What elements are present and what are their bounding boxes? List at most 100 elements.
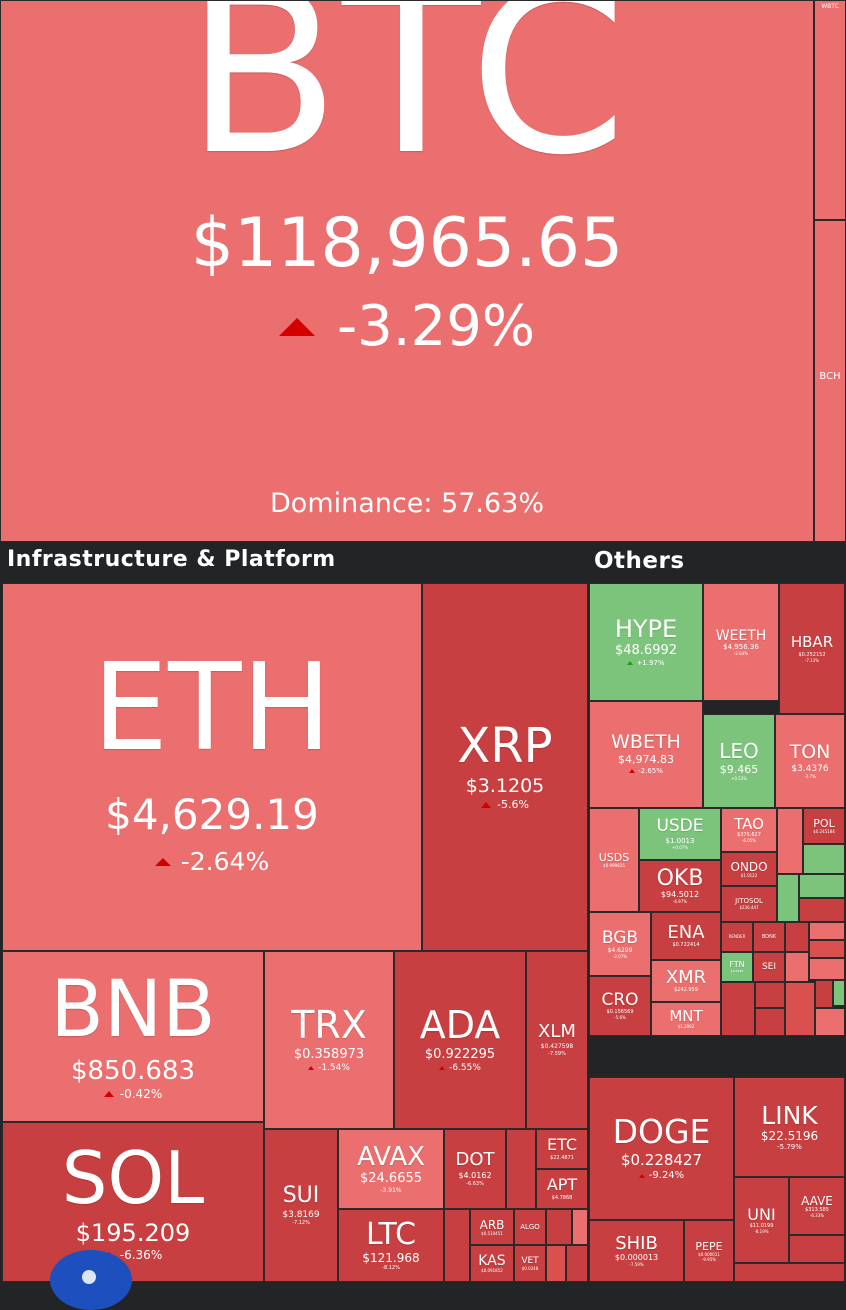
ena-tile[interactable]: ENA $0.722414 (651, 912, 721, 960)
usde-tile[interactable]: USDE $1.0013 +0.07% (639, 808, 721, 860)
doge-tile[interactable]: DOGE $0.228427 -9.24% (589, 1077, 734, 1220)
coin-symbol: PEPE (695, 1239, 723, 1253)
coin-symbol: WBETH (611, 731, 681, 754)
coin-price: $24.6655 (359, 1171, 423, 1187)
coin-change: -1.54% (308, 1063, 350, 1074)
coin-price: $242.959 (674, 987, 698, 993)
bgb-tile[interactable]: BGB $4.6299 -2.07% (589, 912, 651, 976)
hbar-tile[interactable]: HBAR $0.252152 -7.13% (779, 583, 845, 714)
ftn-tile[interactable]: FTN $4.0135 (721, 952, 753, 982)
hype-tile[interactable]: HYPE $48.6992 +1.97% (589, 583, 703, 701)
wbtc-tile[interactable]: WBTC (814, 0, 846, 220)
coin-price: $4,956.36 (723, 642, 759, 651)
small-tile-12[interactable] (809, 940, 845, 958)
coin-symbol: XLM (538, 1021, 576, 1043)
weeth-tile[interactable]: WEETH $4,956.36 -2.64% (703, 583, 779, 701)
coin-price: $0.358973 (293, 1047, 365, 1063)
small-tile-4[interactable] (566, 1245, 588, 1282)
small-tile-1[interactable] (546, 1209, 572, 1245)
coin-change: -9.95% (701, 1256, 717, 1262)
coin-price: $236.447 (739, 905, 759, 910)
eth-tile[interactable]: ETH $4,629.19 -2.64% (2, 583, 422, 951)
coin-symbol: TON (789, 741, 831, 763)
dot-tile[interactable]: DOT $4.0162 -6.63% (444, 1129, 506, 1209)
small-tile-2[interactable] (572, 1209, 588, 1245)
small-tile-18[interactable] (785, 982, 815, 1036)
mnt-tile[interactable]: MNT $1.2092 (651, 1002, 721, 1036)
ton-tile[interactable]: TON $3.4376 -3.7% (775, 714, 845, 808)
small-tile-15[interactable] (721, 982, 755, 1036)
small-tile-17[interactable] (755, 1008, 785, 1036)
shib-tile[interactable]: SHIB $0.000013 -7.59% (589, 1220, 684, 1282)
bch-tile[interactable]: BCH (814, 220, 846, 542)
avax-tile[interactable]: AVAX $24.6655 -3.91% (338, 1129, 444, 1209)
tao-tile[interactable]: TAO $375.627 -6.05% (721, 808, 777, 852)
coin-price: $22.4871 (550, 1155, 574, 1161)
bnb-tile[interactable]: BNB $850.683 -0.42% (2, 951, 264, 1122)
xrp-tile[interactable]: XRP $3.1205 -5.6% (422, 583, 588, 951)
down-arrow-icon (439, 1066, 446, 1071)
coin-price: $850.683 (70, 1056, 196, 1087)
sol-tile[interactable]: SOL $195.209 -6.36% (2, 1122, 264, 1282)
leo-tile[interactable]: LEO $9.465 +0.53% (703, 714, 775, 808)
usds-tile[interactable]: USDS $0.999825 (589, 808, 639, 912)
okb-tile[interactable]: OKB $94.5012 -6.97% (639, 860, 721, 912)
coin-change: -7.59% (629, 1262, 644, 1267)
coin-price: $4.0162 (458, 1171, 492, 1181)
sui-tile[interactable]: SUI $3.8169 -7.12% (264, 1129, 338, 1282)
small-tile-3[interactable] (546, 1245, 566, 1282)
coin-price: $4,629.19 (105, 789, 319, 839)
link-tile[interactable]: LINK $22.5196 -5.79% (734, 1077, 845, 1177)
sei-tile[interactable]: SEI (753, 952, 785, 982)
small-tile-9[interactable] (799, 898, 845, 922)
small-tile-10[interactable] (785, 922, 809, 952)
small-tile-21[interactable] (815, 1008, 845, 1036)
aave-tile[interactable]: AAVE $313.585 -6.33% (789, 1177, 845, 1235)
small-tile-16[interactable] (755, 982, 785, 1008)
small-tile-13[interactable] (785, 952, 809, 982)
coin-price: $0.510451 (481, 1230, 503, 1236)
btc-tile[interactable]: BTC $118,965.65 -3.29% Dominance: 57.63% (0, 0, 814, 542)
jitosol-tile[interactable]: JITOSOL $236.447 (721, 886, 777, 922)
coin-price: $1.0122 (740, 872, 758, 878)
pepe-tile[interactable]: PEPE $0.000011 -9.95% (684, 1220, 734, 1282)
down-arrow-icon (481, 801, 492, 808)
small-tile-19[interactable] (815, 980, 833, 1008)
small-tile-14[interactable] (809, 958, 845, 980)
render-tile[interactable]: RENDER (721, 922, 753, 952)
cro-tile[interactable]: CRO $0.156569 -5.6% (589, 976, 651, 1036)
small-tile-22[interactable] (789, 1235, 845, 1263)
etc-tile[interactable]: ETC $22.4871 (536, 1129, 588, 1169)
algo-tile[interactable]: ALGO (514, 1209, 546, 1245)
coin-change: -7.59% (548, 1050, 566, 1057)
pol-tile[interactable]: POL $0.245184 (803, 808, 845, 844)
vet-tile[interactable]: VET $0.0248 (514, 1245, 546, 1282)
ada-tile[interactable]: ADA $0.922295 -6.55% (394, 951, 526, 1129)
ondo-tile[interactable]: ONDO $1.0122 (721, 852, 777, 886)
small-tile-23[interactable] (734, 1263, 845, 1282)
small-tile-5[interactable] (777, 808, 803, 874)
coin-symbol: HBAR (790, 632, 834, 651)
coin-price: $3.4376 (791, 764, 829, 774)
arb-tile[interactable]: ARB $0.510451 (470, 1209, 514, 1245)
ltc-tile[interactable]: LTC $121.968 -8.12% (338, 1209, 444, 1282)
small-tile-11[interactable] (809, 922, 845, 940)
coin-change: -6.55% (439, 1063, 481, 1074)
small-tile-20[interactable] (833, 980, 845, 1006)
xmr-tile[interactable]: XMR $242.959 (651, 960, 721, 1002)
small-tile-6[interactable] (803, 844, 845, 874)
small-tile-8[interactable] (799, 874, 845, 898)
bonk-tile[interactable]: BONK (753, 922, 785, 952)
apt-tile[interactable]: APT $4.7868 (536, 1169, 588, 1209)
small-tile-7[interactable] (777, 874, 799, 922)
up-arrow-icon (627, 660, 634, 665)
coin-change: -2.07% (612, 953, 628, 959)
coin-change: +1.97% (627, 659, 665, 667)
uni-tile[interactable]: UNI $11.0199 -8.19% (734, 1177, 789, 1263)
blank-tile-a[interactable] (506, 1129, 536, 1209)
kas-tile[interactable]: KAS $0.091852 (470, 1245, 514, 1282)
blank-tile-b[interactable] (444, 1209, 470, 1282)
wbeth-tile[interactable]: WBETH $4,974.83 -2.65% (589, 701, 703, 808)
xlm-tile[interactable]: XLM $0.427598 -7.59% (526, 951, 588, 1129)
trx-tile[interactable]: TRX $0.358973 -1.54% (264, 951, 394, 1129)
